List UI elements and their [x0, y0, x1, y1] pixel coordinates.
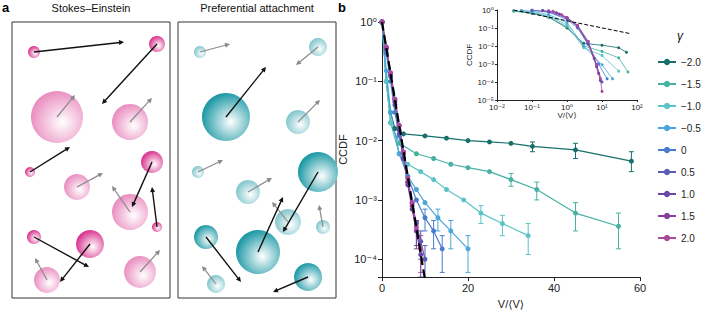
svg-text:20: 20: [462, 282, 474, 294]
svg-text:10⁻⁵: 10⁻⁵: [477, 95, 494, 105]
svg-text:10⁰: 10⁰: [482, 6, 494, 15]
svg-text:10⁻¹: 10⁻¹: [355, 75, 377, 87]
svg-text:V/⟨V⟩: V/⟨V⟩: [498, 298, 524, 310]
svg-text:10⁻¹: 10⁻¹: [478, 24, 494, 33]
svg-text:Preferential attachment: Preferential attachment: [200, 2, 314, 14]
svg-text:0: 0: [379, 282, 385, 294]
svg-text:10⁻³: 10⁻³: [478, 60, 494, 69]
svg-text:10²: 10²: [631, 103, 643, 112]
svg-text:10⁻²: 10⁻²: [489, 103, 505, 112]
svg-text:2.0: 2.0: [681, 233, 695, 244]
svg-text:10⁻¹: 10⁻¹: [524, 103, 540, 112]
svg-text:40: 40: [548, 282, 560, 294]
svg-text:60: 60: [634, 282, 646, 294]
svg-text:−0.5: −0.5: [681, 123, 701, 134]
svg-text:10⁰: 10⁰: [360, 16, 377, 28]
svg-text:10⁻³: 10⁻³: [355, 194, 377, 206]
svg-text:1.5: 1.5: [681, 211, 695, 222]
svg-text:a: a: [2, 0, 10, 15]
svg-text:10⁻⁴: 10⁻⁴: [354, 253, 377, 265]
svg-text:b: b: [338, 0, 346, 15]
svg-text:10⁻²: 10⁻²: [478, 42, 494, 51]
svg-text:−2.0: −2.0: [681, 57, 701, 68]
svg-text:−1.0: −1.0: [681, 101, 701, 112]
svg-text:10⁻²: 10⁻²: [355, 135, 377, 147]
svg-text:0.5: 0.5: [681, 167, 695, 178]
svg-text:CCDF: CCDF: [465, 44, 474, 66]
svg-text:CCDF: CCDF: [337, 134, 349, 165]
svg-text:V/⟨V⟩: V/⟨V⟩: [557, 111, 576, 120]
svg-text:10⁰: 10⁰: [561, 103, 573, 112]
svg-text:1.0: 1.0: [681, 189, 695, 200]
svg-text:0: 0: [681, 145, 687, 156]
svg-text:10⁻⁴: 10⁻⁴: [477, 78, 494, 87]
svg-text:Stokes–Einstein: Stokes–Einstein: [52, 2, 131, 14]
svg-text:γ: γ: [677, 29, 684, 43]
svg-text:−1.5: −1.5: [681, 79, 701, 90]
svg-text:10¹: 10¹: [596, 103, 608, 112]
